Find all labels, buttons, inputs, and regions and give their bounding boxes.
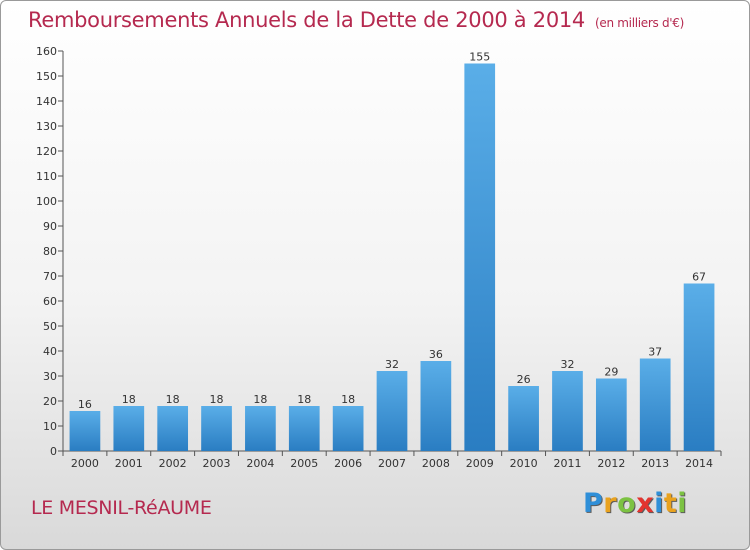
x-tick-label: 2002 xyxy=(159,457,187,470)
bar-2012 xyxy=(595,378,627,451)
y-tick-label: 80 xyxy=(43,245,57,258)
x-tick-label: 2005 xyxy=(290,457,318,470)
proxiti-logo: Proxiti xyxy=(583,488,687,519)
town-name: LE MESNIL-RéAUME xyxy=(31,497,212,519)
bar-2007 xyxy=(376,371,408,451)
y-tick-label: 130 xyxy=(36,120,57,133)
y-tick-label: 140 xyxy=(36,95,57,108)
bar-value-label: 26 xyxy=(517,373,531,386)
y-tick-label: 50 xyxy=(43,320,57,333)
x-tick-label: 2000 xyxy=(71,457,99,470)
bar-value-label: 16 xyxy=(78,398,92,411)
y-tick-label: 0 xyxy=(50,445,57,458)
bar-value-label: 32 xyxy=(560,358,574,371)
x-tick-label: 2004 xyxy=(246,457,274,470)
logo-letter: P xyxy=(583,488,604,519)
x-tick-label: 2006 xyxy=(334,457,362,470)
bar-value-label: 18 xyxy=(253,393,267,406)
y-axis: 0 10 20 30 40 50 60 70 80 90 100 110 120 130 140 150 160 xyxy=(36,45,64,458)
bar-value-label: 29 xyxy=(604,366,618,379)
bar-2001 xyxy=(113,406,145,451)
bar-2006 xyxy=(332,406,364,451)
x-tick-label: 2011 xyxy=(553,457,581,470)
bar-2000 xyxy=(69,411,101,451)
bar-value-label: 36 xyxy=(429,348,443,361)
bar-2008 xyxy=(420,361,452,451)
bar-value-label: 67 xyxy=(692,271,706,284)
bar-value-label: 32 xyxy=(385,358,399,371)
bar-2011 xyxy=(552,371,583,451)
logo-letter: i xyxy=(654,488,664,519)
bar-value-label: 18 xyxy=(166,393,180,406)
logo-letter: r xyxy=(603,488,618,519)
y-tick-label: 20 xyxy=(43,395,57,408)
logo-letter: o xyxy=(617,488,637,519)
x-tick-label: 2009 xyxy=(466,457,494,470)
bar-2003 xyxy=(201,406,232,451)
y-tick-label: 110 xyxy=(36,170,57,183)
bar-value-label: 18 xyxy=(210,393,224,406)
logo-letter: t xyxy=(663,488,678,519)
bar-value-label: 37 xyxy=(648,346,662,359)
bar-value-label: 155 xyxy=(469,51,490,64)
y-tick-label: 120 xyxy=(36,145,57,158)
x-tick-label: 2003 xyxy=(203,457,231,470)
bar-2002 xyxy=(157,406,189,451)
x-tick-label: 2008 xyxy=(422,457,450,470)
chart-title-text: Remboursements Annuels de la Dette de 20… xyxy=(28,8,585,32)
x-tick-label: 2012 xyxy=(597,457,625,470)
y-tick-label: 30 xyxy=(43,370,57,383)
y-tick-label: 70 xyxy=(43,270,57,283)
chart-title-unit: (en milliers d'€) xyxy=(595,16,685,30)
y-tick-label: 100 xyxy=(36,195,57,208)
x-tick-label: 2001 xyxy=(115,457,143,470)
bar-2010 xyxy=(508,386,539,451)
y-tick-label: 150 xyxy=(36,70,57,83)
x-tick-label: 2014 xyxy=(685,457,713,470)
bars: 16 18 18 18 18 18 18 32 36 155 26 32 29 37 67 xyxy=(69,51,715,451)
bar-2004 xyxy=(245,406,276,451)
x-tick-label: 2013 xyxy=(641,457,669,470)
bar-value-label: 18 xyxy=(341,393,355,406)
y-tick-label: 90 xyxy=(43,220,57,233)
bar-2009 xyxy=(464,63,496,451)
logo-letter: x xyxy=(636,488,655,519)
bar-2013 xyxy=(639,358,671,451)
y-tick-label: 60 xyxy=(43,295,57,308)
x-axis: 2000 2001 2002 2003 2004 2005 2006 2007 2008 2009… xyxy=(62,450,722,470)
x-tick-label: 2010 xyxy=(510,457,538,470)
bar-value-label: 18 xyxy=(297,393,311,406)
chart-title: Remboursements Annuels de la Dette de 20… xyxy=(28,8,684,32)
logo-letter: i xyxy=(677,488,688,519)
bar-value-label: 18 xyxy=(122,393,136,406)
x-tick-label: 2007 xyxy=(378,457,406,470)
y-tick-label: 40 xyxy=(43,345,57,358)
y-tick-label: 10 xyxy=(43,420,57,433)
y-tick-label: 160 xyxy=(36,45,57,58)
bar-2005 xyxy=(288,406,320,451)
bar-2014 xyxy=(683,283,715,451)
